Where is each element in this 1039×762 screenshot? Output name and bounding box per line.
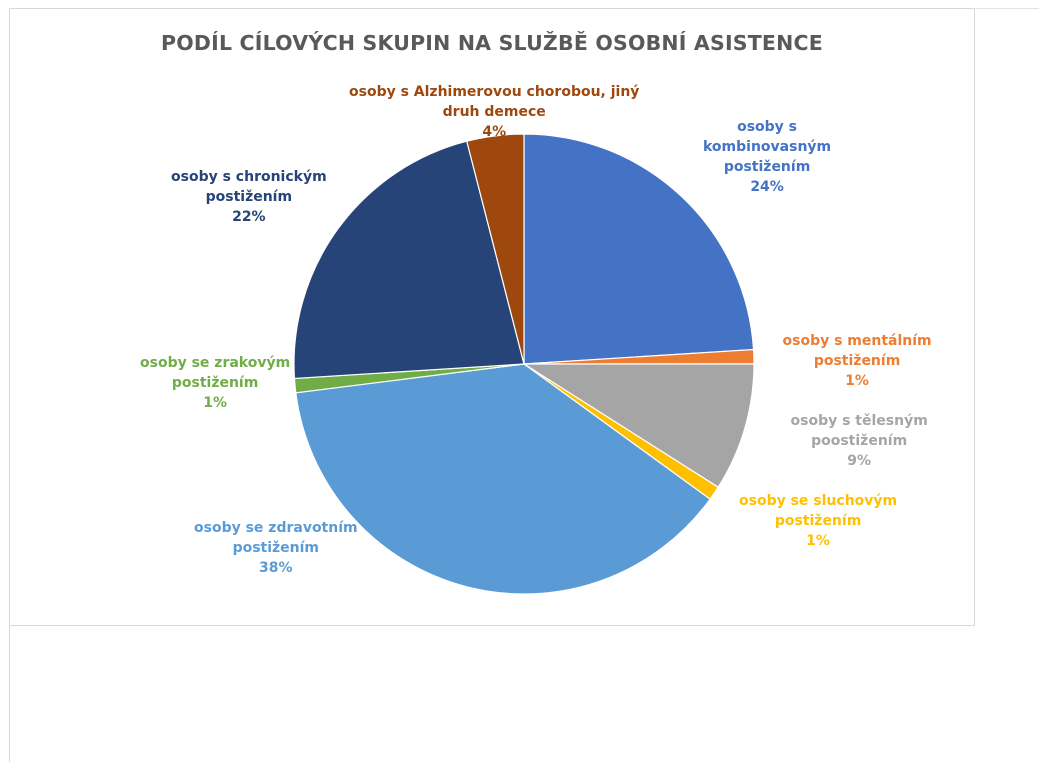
slice-label-6: osoby s chronickým postižením 22% [171, 167, 327, 227]
slice-label-line: osoby s chronickým [171, 169, 327, 185]
slice-label-line: osoby se zdravotním [194, 520, 358, 536]
slice-label-1: osoby s mentálním postižením 1% [783, 331, 932, 391]
slice-label-percent: 22% [232, 209, 266, 225]
pie-slice-4 [295, 363, 711, 595]
slice-label-line: osoby s Alzhimerovou chorobou, jiný [349, 84, 640, 100]
slice-label-percent: 4% [482, 124, 507, 140]
pie-slice-6 [293, 140, 525, 380]
slice-label-5: osoby se zrakovým postižením 1% [140, 353, 290, 413]
slice-label-line: postižením [205, 189, 293, 205]
slice-label-line: poostižením [811, 433, 908, 449]
slice-label-7: osoby s Alzhimerovou chorobou, jiný druh … [349, 82, 639, 142]
slice-label-line: osoby s mentálním [782, 333, 932, 349]
pie-slice-0 [523, 133, 755, 365]
slice-label-percent: 38% [259, 560, 293, 576]
chart-title: PODÍL CÍLOVÝCH SKUPIN NA SLUŽBĚ OSOBNÍ A… [161, 31, 823, 55]
slice-label-line: osoby s [737, 119, 798, 135]
slice-label-percent: 9% [847, 453, 872, 469]
slice-label-line: postižením [232, 540, 320, 556]
page-top-border [973, 8, 1039, 9]
slice-label-line: postižením [723, 159, 811, 175]
page-left-border [9, 624, 10, 762]
pie-slice-2 [521, 363, 755, 489]
slice-label-line: druh demece [442, 104, 546, 120]
slice-label-line: osoby se zrakovým [140, 355, 291, 371]
slice-label-percent: 24% [750, 179, 784, 195]
slice-label-line: osoby se sluchovým [739, 493, 898, 509]
slice-label-line: postižením [171, 375, 259, 391]
slice-label-0: osoby s kombinovasným postižením 24% [703, 117, 831, 197]
slice-label-line: kombinovasným [703, 139, 832, 155]
slice-label-percent: 1% [845, 373, 869, 389]
slice-label-line: postižením [774, 513, 862, 529]
slice-label-line: postižením [813, 353, 901, 369]
chart-frame: PODÍL CÍLOVÝCH SKUPIN NA SLUŽBĚ OSOBNÍ A… [9, 8, 975, 626]
slice-label-2: osoby s tělesným poostižením 9% [791, 411, 928, 471]
slice-label-line: osoby s tělesným [790, 413, 928, 429]
slice-label-4: osoby se zdravotním postižením 38% [194, 518, 358, 578]
slice-label-3: osoby se sluchovým postižením 1% [739, 491, 897, 551]
pie-slice-7 [466, 133, 525, 365]
slice-label-percent: 1% [203, 395, 227, 411]
slice-label-percent: 1% [806, 533, 830, 549]
pie-chart [293, 133, 755, 595]
